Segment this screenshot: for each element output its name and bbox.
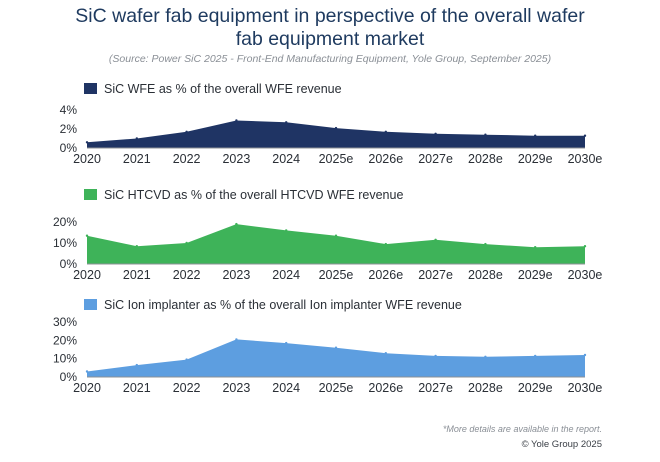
data-point-1-2029e [534,134,537,137]
x-tick-label-1-2023: 2023 [222,152,250,166]
x-tick-label-2-2025e: 2025e [319,268,354,282]
copyright: © Yole Group 2025 [521,439,602,450]
area-series-3 [87,339,585,377]
title-line-1: SiC wafer fab equipment in perspective o… [75,5,585,27]
data-point-3-2020 [85,370,89,373]
legend-swatch-3 [84,299,97,310]
data-point-1-2027e [434,132,437,135]
x-tick-label-1-2020: 2020 [73,152,101,166]
legend-swatch-2 [84,189,97,200]
data-point-2-2024 [285,229,288,232]
x-tick-label-1-2027e: 2027e [418,152,453,166]
y-tick-label-1-0: 0% [60,141,78,155]
y-tick-label-3-0: 0% [60,370,78,384]
data-point-2-2021 [135,245,138,248]
data-point-3-2028e [484,355,487,358]
area-series-2 [87,224,585,264]
data-point-1-2024 [285,121,288,124]
y-tick-label-2-2: 20% [53,215,77,229]
y-tick-label-3-1: 10% [53,352,77,366]
data-point-2-2025e [334,234,338,237]
y-tick-label-3-3: 30% [53,315,77,329]
data-point-2-2030e [583,245,587,248]
x-tick-label-1-2029e: 2029e [518,152,553,166]
x-tick-label-3-2025e: 2025e [319,381,354,395]
legend-swatch-1 [84,83,97,94]
x-tick-label-2-2028e: 2028e [468,268,503,282]
x-tick-label-1-2028e: 2028e [468,152,503,166]
data-point-2-2028e [484,242,487,246]
x-tick-label-3-2022: 2022 [173,381,201,395]
data-point-3-2025e [334,346,338,349]
y-tick-label-1-2: 4% [60,103,78,117]
data-point-2-2027e [434,238,437,241]
data-point-3-2030e [583,353,587,357]
footnote: *More details are available in the repor… [442,424,602,434]
x-tick-label-3-2023: 2023 [222,381,250,395]
x-tick-label-2-2020: 2020 [73,268,101,282]
source-subtitle: (Source: Power SiC 2025 - Front-End Manu… [108,53,552,65]
x-tick-label-3-2029e: 2029e [518,381,553,395]
x-tick-label-3-2024: 2024 [272,381,300,395]
x-tick-label-3-2027e: 2027e [418,381,453,395]
data-point-3-2023 [235,338,238,341]
x-tick-label-3-2030e: 2030e [568,381,603,395]
x-tick-label-3-2021: 2021 [123,381,151,395]
x-tick-label-2-2030e: 2030e [568,268,603,282]
x-tick-label-1-2030e: 2030e [568,152,603,166]
legend-label-1: SiC WFE as % of the overall WFE revenue [104,82,342,96]
x-tick-label-2-2021: 2021 [123,268,151,282]
x-tick-label-2-2027e: 2027e [418,268,453,282]
page-title: SiC wafer fab equipment in perspective o… [0,5,660,51]
legend-label-3: SiC Ion implanter as % of the overall Io… [104,298,462,312]
area-series-1 [87,120,585,148]
data-point-3-2024 [285,341,288,345]
data-point-2-2023 [235,222,238,226]
x-tick-label-2-2024: 2024 [272,268,300,282]
x-tick-label-2-2029e: 2029e [518,268,553,282]
y-tick-label-2-0: 0% [60,257,78,271]
x-tick-label-2-2023: 2023 [222,268,250,282]
data-point-1-2022 [185,130,188,133]
x-tick-label-1-2021: 2021 [123,152,151,166]
data-point-3-2022 [185,358,188,361]
x-tick-label-2-2026e: 2026e [368,268,403,282]
data-point-1-2023 [235,119,238,122]
y-tick-label-2-1: 10% [53,236,77,250]
x-tick-label-3-2028e: 2028e [468,381,503,395]
x-tick-label-3-2026e: 2026e [368,381,403,395]
data-point-1-2020 [85,141,89,144]
x-tick-label-2-2022: 2022 [173,268,201,282]
data-point-3-2026e [384,352,387,355]
data-point-3-2021 [135,363,138,367]
data-point-1-2021 [135,137,138,140]
legend-label-2: SiC HTCVD as % of the overall HTCVD WFE … [104,188,403,202]
y-tick-label-1-1: 2% [60,122,78,136]
x-tick-label-1-2022: 2022 [173,152,201,166]
data-point-2-2020 [85,234,89,237]
x-tick-label-1-2024: 2024 [272,152,300,166]
data-point-3-2027e [434,354,437,358]
x-tick-label-1-2025e: 2025e [319,152,354,166]
data-point-2-2029e [534,246,537,249]
data-point-1-2030e [583,134,587,137]
x-tick-label-1-2026e: 2026e [368,152,403,166]
data-point-1-2025e [334,126,338,130]
data-point-2-2026e [384,242,387,246]
data-point-2-2022 [185,241,188,245]
data-point-1-2026e [384,130,387,133]
x-tick-label-3-2020: 2020 [73,381,101,395]
data-point-3-2029e [534,354,537,358]
data-point-1-2028e [484,133,487,136]
y-tick-label-3-2: 20% [53,333,77,347]
title-line-2: fab equipment market [235,28,425,50]
